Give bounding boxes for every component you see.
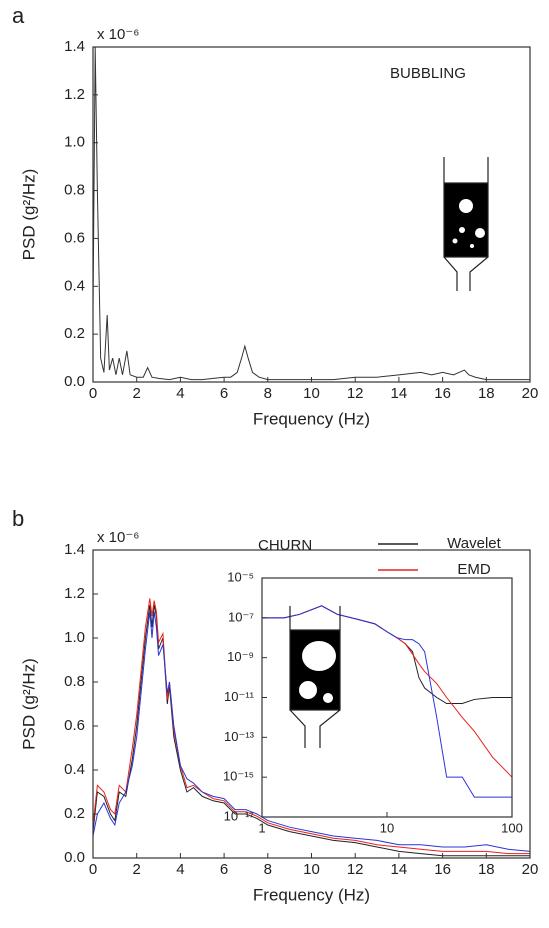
series-line <box>262 605 512 798</box>
y-multiplier: x 10⁻⁶ <box>97 529 139 546</box>
x-axis-label: Frequency (Hz) <box>253 885 370 904</box>
x-tick-label: 18 <box>478 385 495 402</box>
x-tick-label: 14 <box>391 385 408 402</box>
y-tick-label: 0.0 <box>64 849 85 866</box>
x-tick-label: 10 <box>380 820 394 835</box>
column-funnel <box>289 709 341 748</box>
y-tick-label: 1.4 <box>64 541 85 558</box>
annotation: CHURN <box>258 537 312 554</box>
bubbling-column-icon <box>443 157 489 291</box>
x-tick-label: 10 <box>303 385 320 402</box>
x-tick-label: 2 <box>133 385 141 402</box>
legend-label: Wavelet <box>447 535 501 552</box>
y-tick-label: 1.4 <box>64 38 85 55</box>
x-tick-label: 1 <box>258 820 265 835</box>
x-tick-label: 6 <box>220 861 228 878</box>
x-tick-label: 8 <box>264 861 272 878</box>
y-tick-label: 1.2 <box>64 585 85 602</box>
x-tick-label: 8 <box>264 385 272 402</box>
x-tick-label: 16 <box>434 385 451 402</box>
x-tick-label: 6 <box>220 385 228 402</box>
x-axis-label: Frequency (Hz) <box>253 409 370 428</box>
panel-label: b <box>12 506 24 531</box>
y-tick-label: 10⁻¹⁷ <box>224 808 255 823</box>
y-tick-label: 10⁻¹¹ <box>224 689 255 704</box>
y-tick-label: 0.0 <box>64 373 85 390</box>
x-tick-label: 14 <box>391 861 408 878</box>
y-tick-label: 10⁻¹⁵ <box>223 769 254 784</box>
x-tick-label: 0 <box>89 385 97 402</box>
y-tick-label: 0.6 <box>64 229 85 246</box>
annotation: BUBBLING <box>390 65 466 82</box>
y-tick-label: 1.0 <box>64 134 85 151</box>
x-tick-label: 12 <box>347 385 364 402</box>
x-tick-label: 0 <box>89 861 97 878</box>
y-tick-label: 0.2 <box>64 805 85 822</box>
series-line <box>93 46 530 381</box>
y-tick-label: 10⁻¹³ <box>224 729 255 744</box>
y-tick-label: 10⁻⁷ <box>228 609 254 624</box>
x-tick-label: 18 <box>478 861 495 878</box>
y-tick-label: 0.8 <box>64 182 85 199</box>
panel-label: a <box>12 3 25 28</box>
x-tick-label: 2 <box>133 861 141 878</box>
bubble <box>302 641 336 671</box>
y-tick-label: 1.2 <box>64 86 85 103</box>
series-line <box>93 604 530 857</box>
x-tick-label: 20 <box>522 861 539 878</box>
bubble <box>299 681 317 699</box>
churn-column-icon <box>289 606 341 748</box>
y-tick-label: 0.8 <box>64 673 85 690</box>
x-tick-label: 10 <box>303 861 320 878</box>
y-tick-label: 1.0 <box>64 629 85 646</box>
y-tick-label: 10⁻⁵ <box>227 569 254 584</box>
y-tick-label: 0.4 <box>64 761 85 778</box>
y-tick-label: 0.6 <box>64 717 85 734</box>
x-tick-label: 12 <box>347 861 364 878</box>
x-tick-label: 20 <box>522 385 539 402</box>
x-tick-label: 16 <box>434 861 451 878</box>
y-axis-label: PSD (g²/Hz) <box>19 658 38 750</box>
series-line <box>93 598 530 855</box>
x-tick-label: 4 <box>176 861 184 878</box>
y-tick-label: 0.4 <box>64 277 85 294</box>
y-tick-label: 0.2 <box>64 325 85 342</box>
legend-label: EMD <box>457 561 491 578</box>
bubble <box>323 693 333 703</box>
y-multiplier: x 10⁻⁶ <box>97 26 139 43</box>
column-walls <box>289 606 341 630</box>
series-line <box>93 611 530 852</box>
y-tick-label: 10⁻⁹ <box>227 649 254 664</box>
y-axis-label: PSD (g²/Hz) <box>19 169 38 261</box>
x-tick-label: 4 <box>176 385 184 402</box>
x-tick-label: 100 <box>501 820 523 835</box>
